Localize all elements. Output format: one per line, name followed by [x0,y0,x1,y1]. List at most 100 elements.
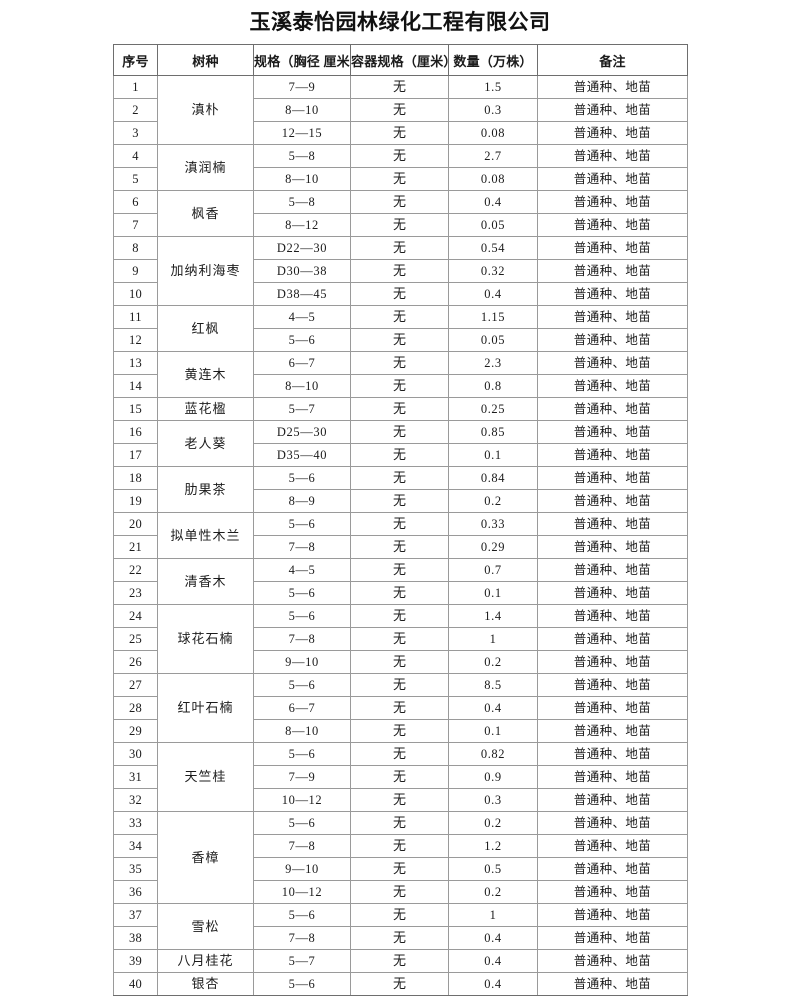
cell-serial-number: 12 [113,328,158,352]
cell-serial-number: 17 [113,443,158,467]
cell-quantity: 0.8 [448,374,538,398]
cell-specification: 8—9 [253,489,351,513]
cell-quantity: 0.33 [448,512,538,536]
table-row: 20 拟单性木兰 5—6 无 0.33 普通种、地苗 [113,512,688,559]
cell-container-spec: 无 [350,282,449,306]
cell-serial-number: 34 [113,834,158,858]
cell-serial-number: 7 [113,213,158,237]
cell-specification: 12—15 [253,121,351,145]
cell-remark: 普通种、地苗 [537,190,688,214]
cell-species-name: 老人葵 [157,420,254,467]
cell-specification: 5—7 [253,397,351,421]
table-header: 序号 树种 规格（胸径 厘米） 容器规格（厘米） 数量（万株） 备注 [113,44,688,76]
cell-remark: 普通种、地苗 [537,489,688,513]
cell-container-spec: 无 [350,190,449,214]
cell-specification: 7—8 [253,535,351,559]
column-header-no: 序号 [113,44,158,76]
cell-quantity: 0.2 [448,811,538,835]
cell-serial-number: 38 [113,926,158,950]
cell-container-spec: 无 [350,351,449,375]
cell-serial-number: 32 [113,788,158,812]
cell-serial-number: 40 [113,972,158,996]
cell-serial-number: 14 [113,374,158,398]
cell-species-name: 香樟 [157,811,254,904]
cell-container-spec: 无 [350,535,449,559]
cell-quantity: 0.54 [448,236,538,260]
cell-species-name: 蓝花楹 [157,397,254,421]
table-row: 29 8—10 无 0.1 普通种、地苗 [113,719,688,743]
table-row: 19 8—9 无 0.2 普通种、地苗 [113,489,688,513]
cell-species-name: 红叶石楠 [157,673,254,743]
cell-remark: 普通种、地苗 [537,213,688,237]
table-row: 26 9—10 无 0.2 普通种、地苗 [113,650,688,674]
cell-remark: 普通种、地苗 [537,98,688,122]
cell-specification: 5—8 [253,144,351,168]
cell-serial-number: 25 [113,627,158,651]
cell-specification: 7—8 [253,926,351,950]
cell-specification: 5—6 [253,512,351,536]
cell-container-spec: 无 [350,443,449,467]
cell-specification: 5—8 [253,190,351,214]
cell-quantity: 0.29 [448,535,538,559]
cell-quantity: 1.5 [448,75,538,99]
cell-container-spec: 无 [350,512,449,536]
cell-container-spec: 无 [350,604,449,628]
cell-quantity: 0.4 [448,972,538,996]
cell-remark: 普通种、地苗 [537,903,688,927]
cell-container-spec: 无 [350,420,449,444]
cell-species-name: 银杏 [157,972,254,996]
cell-remark: 普通种、地苗 [537,650,688,674]
cell-container-spec: 无 [350,972,449,996]
cell-remark: 普通种、地苗 [537,627,688,651]
table-row: 6 枫香 5—8 无 0.4 普通种、地苗 [113,190,688,237]
cell-quantity: 0.84 [448,466,538,490]
cell-container-spec: 无 [350,466,449,490]
cell-remark: 普通种、地苗 [537,397,688,421]
cell-container-spec: 无 [350,949,449,973]
cell-quantity: 0.05 [448,328,538,352]
cell-serial-number: 1 [113,75,158,99]
cell-container-spec: 无 [350,397,449,421]
cell-remark: 普通种、地苗 [537,926,688,950]
table-row: 17 D35—40 无 0.1 普通种、地苗 [113,443,688,467]
cell-serial-number: 10 [113,282,158,306]
cell-remark: 普通种、地苗 [537,673,688,697]
cell-container-spec: 无 [350,788,449,812]
cell-quantity: 0.2 [448,650,538,674]
table-row: 7 8—12 无 0.05 普通种、地苗 [113,213,688,237]
cell-quantity: 0.4 [448,949,538,973]
cell-serial-number: 4 [113,144,158,168]
cell-remark: 普通种、地苗 [537,374,688,398]
cell-remark: 普通种、地苗 [537,857,688,881]
cell-remark: 普通种、地苗 [537,443,688,467]
document-page: 玉溪泰怡园林绿化工程有限公司 序号 树种 规格（胸径 厘米） 容器规格（厘米） … [113,11,688,996]
cell-quantity: 0.08 [448,167,538,191]
cell-species-name: 球花石楠 [157,604,254,674]
cell-specification: 8—12 [253,213,351,237]
cell-quantity: 0.4 [448,696,538,720]
cell-container-spec: 无 [350,719,449,743]
cell-species-name: 天竺桂 [157,742,254,812]
table-row: 14 8—10 无 0.8 普通种、地苗 [113,374,688,398]
cell-quantity: 0.7 [448,558,538,582]
cell-specification: 4—5 [253,558,351,582]
cell-container-spec: 无 [350,857,449,881]
table-row: 11 红枫 4—5 无 1.15 普通种、地苗 [113,305,688,352]
cell-quantity: 0.1 [448,581,538,605]
cell-quantity: 0.3 [448,98,538,122]
cell-quantity: 1.2 [448,834,538,858]
cell-serial-number: 6 [113,190,158,214]
table-row: 18 肋果茶 5—6 无 0.84 普通种、地苗 [113,466,688,513]
cell-serial-number: 39 [113,949,158,973]
cell-container-spec: 无 [350,926,449,950]
cell-container-spec: 无 [350,834,449,858]
cell-container-spec: 无 [350,374,449,398]
cell-specification: D38—45 [253,282,351,306]
cell-serial-number: 26 [113,650,158,674]
table-row: 32 10—12 无 0.3 普通种、地苗 [113,788,688,812]
cell-container-spec: 无 [350,75,449,99]
table-row: 24 球花石楠 5—6 无 1.4 普通种、地苗 [113,604,688,674]
table-row: 39 八月桂花 5—7 无 0.4 普通种、地苗 [113,949,688,973]
cell-specification: 8—10 [253,98,351,122]
cell-remark: 普通种、地苗 [537,236,688,260]
